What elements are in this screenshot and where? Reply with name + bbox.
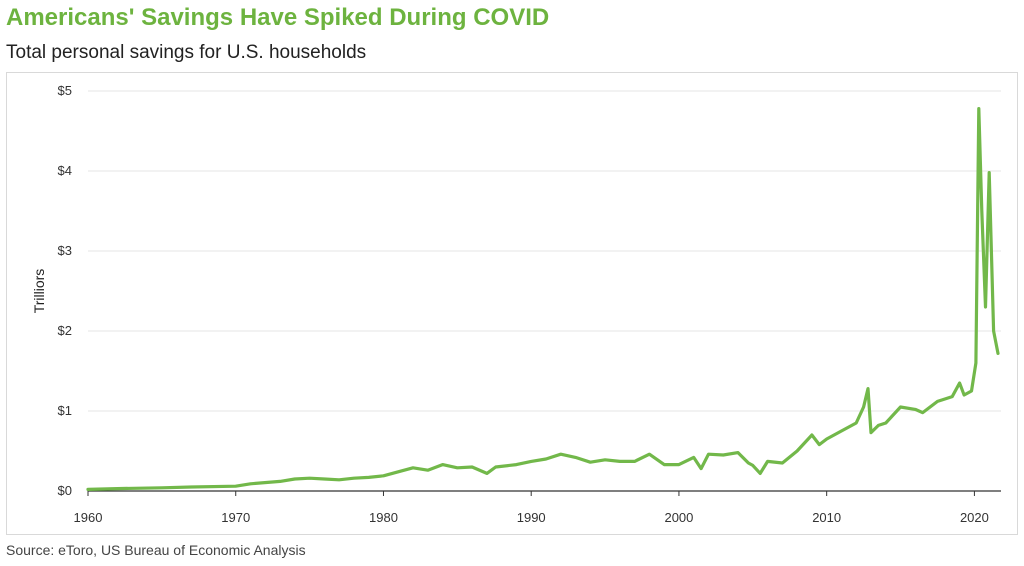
y-axis-title: Trilliors bbox=[31, 269, 47, 314]
y-tick-label: $3 bbox=[58, 243, 72, 258]
chart-frame bbox=[6, 72, 1018, 535]
x-tick-label: 2020 bbox=[960, 510, 989, 525]
y-tick-label: $4 bbox=[58, 163, 72, 178]
source-note: Source: eToro, US Bureau of Economic Ana… bbox=[6, 542, 306, 558]
x-tick-label: 1980 bbox=[369, 510, 398, 525]
x-tick-label: 2000 bbox=[664, 510, 693, 525]
x-tick-label: 1990 bbox=[517, 510, 546, 525]
y-tick-label: $5 bbox=[58, 83, 72, 98]
x-tick-label: 1960 bbox=[74, 510, 103, 525]
y-tick-label: $1 bbox=[58, 403, 72, 418]
y-tick-label: $0 bbox=[58, 483, 72, 498]
y-tick-label: $2 bbox=[58, 323, 72, 338]
x-tick-label: 2010 bbox=[812, 510, 841, 525]
savings-series-line bbox=[86, 107, 1000, 491]
x-tick-label: 1970 bbox=[221, 510, 250, 525]
chart-subtitle: Total personal savings for U.S. househol… bbox=[6, 42, 367, 63]
chart-title: Americans' Savings Have Spiked During CO… bbox=[6, 4, 550, 31]
